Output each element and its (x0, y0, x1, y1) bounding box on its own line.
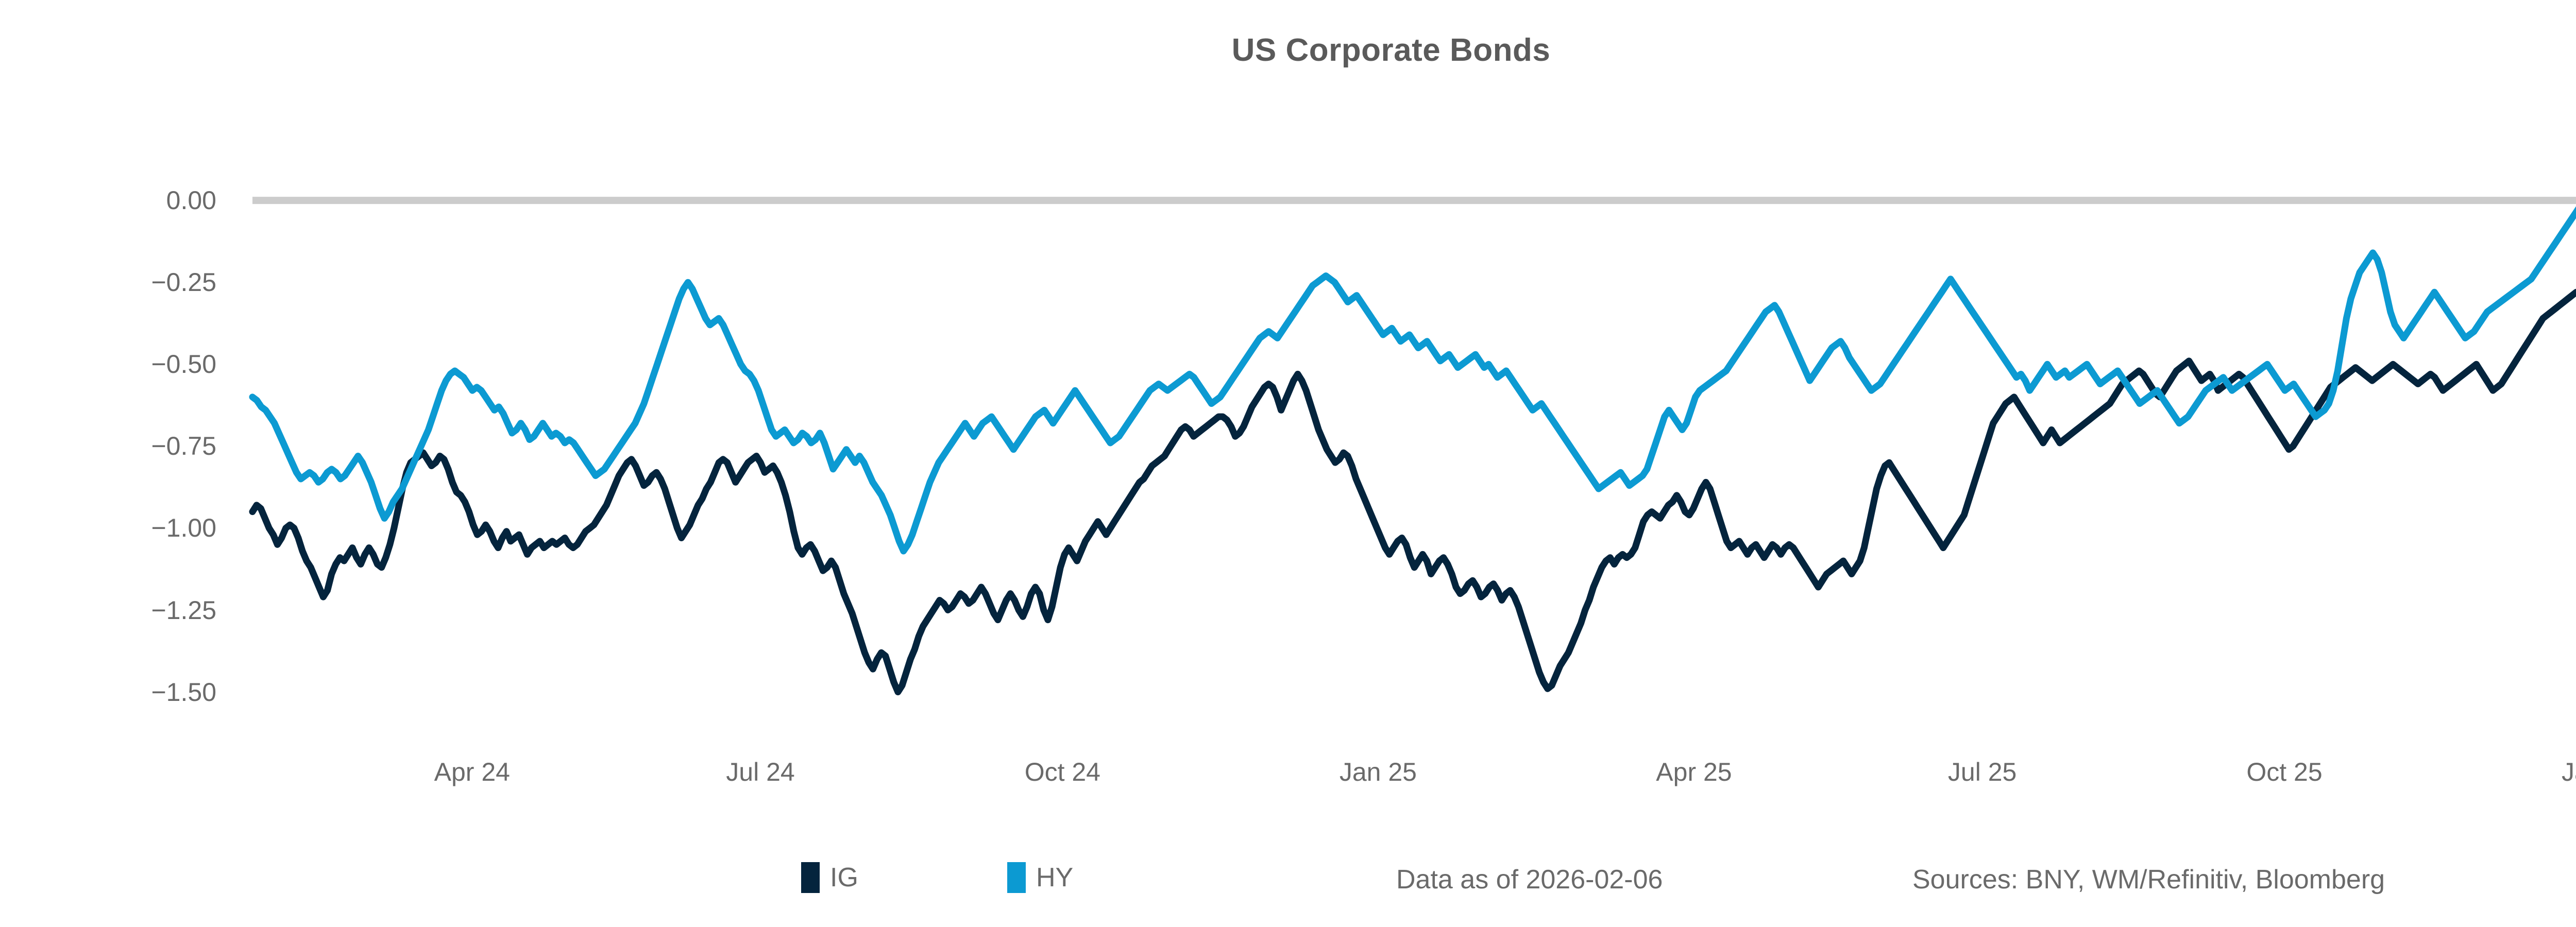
y-tick-label: −1.50 (151, 677, 216, 707)
plot-area (249, 154, 2576, 731)
y-tick-label: −0.50 (151, 350, 216, 379)
x-tick-label: Jul 24 (726, 758, 795, 786)
y-tick-label: −0.25 (151, 268, 216, 297)
x-tick-label: Jan 26 (2561, 758, 2576, 786)
legend-item-ig[interactable]: IG (801, 862, 858, 893)
y-tick-label: −1.00 (151, 513, 216, 543)
y-tick-label: 0.00 (166, 186, 216, 215)
x-tick-label: Jul 25 (1947, 758, 2017, 786)
y-tick-label: −1.25 (151, 595, 216, 625)
x-tick-label: Apr 24 (434, 758, 510, 786)
sources-text: Sources: BNY, WM/Refinitiv, Bloomberg (1912, 865, 2385, 895)
legend-swatch-ig (801, 862, 820, 893)
legend-label-hy: HY (1036, 863, 1074, 892)
legend-item-hy[interactable]: HY (1007, 862, 1073, 893)
data-as-of-text: Data as of 2026-02-06 (1396, 865, 1663, 895)
page-title: US Corporate Bonds (1231, 32, 1551, 68)
legend-swatch-hy (1007, 862, 1026, 893)
legend-label-ig: IG (830, 863, 858, 892)
x-tick-label: Oct 24 (1024, 758, 1100, 786)
y-tick-label: −0.75 (151, 432, 216, 461)
x-tick-label: Jan 25 (1339, 758, 1417, 786)
x-tick-label: Apr 25 (1656, 758, 1732, 786)
chart-svg (249, 197, 2576, 696)
x-tick-label: Oct 25 (2246, 758, 2323, 786)
y-axis-title: 20d MA scored flow (0, 177, 2, 400)
series-line-hy (249, 206, 2576, 555)
chart-footer: IG HY Data as of 2026-02-06 Sources: BNY… (0, 855, 2576, 917)
series-line-ig (249, 288, 2576, 696)
